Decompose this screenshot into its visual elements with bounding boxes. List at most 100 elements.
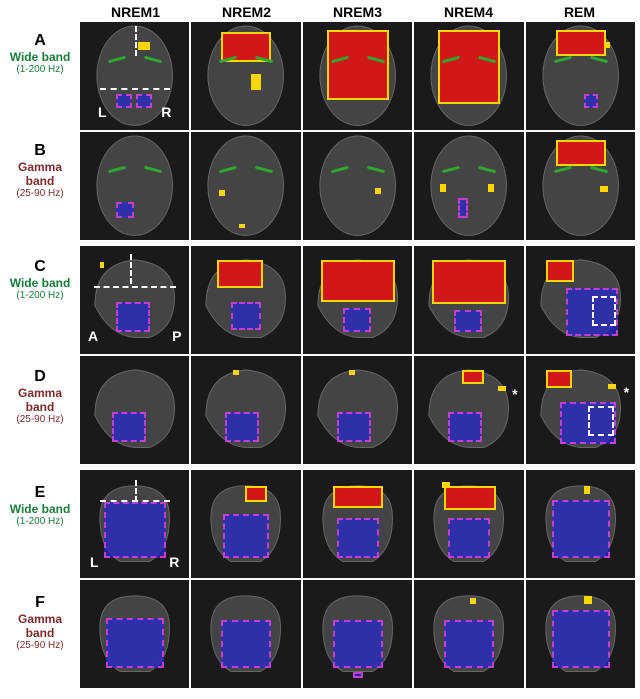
row-letter: D [2, 368, 78, 386]
activation-overlay [556, 140, 606, 166]
cell-A-nrem4 [414, 22, 523, 130]
col-header-nrem2: NREM2 [191, 4, 302, 20]
orientation-A: A [88, 328, 98, 344]
activation-overlay [470, 598, 476, 604]
cell-C-nrem2 [191, 246, 300, 354]
deactivation-overlay [353, 672, 363, 678]
col-header-rem: REM [524, 4, 635, 20]
cell-A-nrem3 [303, 22, 412, 130]
row-range: (25-90 Hz) [2, 188, 78, 199]
deactivation-overlay [584, 94, 598, 108]
deactivation-overlay [223, 514, 269, 558]
orientation-R: R [161, 104, 171, 120]
activation-overlay [584, 596, 592, 604]
deactivation-overlay [454, 310, 482, 332]
row-range: (1-200 Hz) [2, 290, 78, 301]
cell-E-nrem3 [303, 470, 412, 578]
activation-overlay [333, 486, 383, 508]
deactivation-overlay [337, 412, 371, 442]
brain-sagittal-icon [191, 356, 300, 463]
column-headers: NREM1 NREM2 NREM3 NREM4 REM [80, 4, 635, 20]
deactivation-overlay [343, 308, 371, 332]
activation-overlay [239, 224, 245, 228]
row-letter: F [2, 594, 78, 612]
row-label-F: F Gamma band (25-90 Hz) [2, 594, 78, 651]
deactivation-overlay [225, 412, 259, 442]
col-header-nrem4: NREM4 [413, 4, 524, 20]
row-range: (25-90 Hz) [2, 640, 78, 651]
crosshair [94, 286, 176, 288]
row-D: * * [80, 356, 635, 464]
cell-D-rem: * [526, 356, 635, 464]
cell-E-nrem4 [414, 470, 523, 578]
row-band: Wide band [2, 502, 78, 516]
row-letter: B [2, 142, 78, 160]
figure: NREM1 NREM2 NREM3 NREM4 REM A Wide band … [0, 0, 640, 699]
row-band: Gamma band [2, 612, 78, 640]
brain-sagittal-icon [80, 356, 189, 463]
activation-overlay [321, 260, 395, 302]
deactivation-overlay [444, 620, 494, 668]
deactivation-overlay [231, 302, 261, 330]
col-header-nrem3: NREM3 [302, 4, 413, 20]
activation-overlay [442, 482, 450, 488]
row-A: L R [80, 22, 635, 130]
crosshair [135, 26, 137, 56]
activation-overlay [608, 384, 616, 389]
deactivation-overlay [116, 302, 150, 332]
row-label-A: A Wide band (1-200 Hz) [2, 32, 78, 75]
deactivation-overlay [552, 610, 610, 668]
cell-B-nrem3 [303, 132, 412, 240]
row-B [80, 132, 635, 240]
row-letter: C [2, 258, 78, 276]
cell-D-nrem1 [80, 356, 189, 464]
cell-D-nrem4: * [414, 356, 523, 464]
activation-overlay [251, 74, 261, 90]
activation-overlay [498, 386, 506, 391]
deactivation-overlay [221, 620, 271, 668]
row-label-E: E Wide band (1-200 Hz) [2, 484, 78, 527]
cell-D-nrem3 [303, 356, 412, 464]
row-E: L R [80, 470, 635, 578]
cell-C-nrem1: A P [80, 246, 189, 354]
deactivation-overlay [116, 94, 132, 108]
deactivation-overlay [116, 202, 134, 218]
row-band: Wide band [2, 50, 78, 64]
activation-overlay [100, 262, 104, 268]
cell-B-rem [526, 132, 635, 240]
brain-sagittal-icon [303, 356, 412, 463]
deactivation-overlay [448, 518, 490, 558]
roi-outline [592, 296, 616, 326]
cell-B-nrem1 [80, 132, 189, 240]
row-C: A P [80, 246, 635, 354]
cell-C-nrem4 [414, 246, 523, 354]
activation-overlay [245, 486, 267, 502]
deactivation-overlay [112, 412, 146, 442]
activation-overlay [138, 42, 150, 50]
deactivation-overlay [106, 618, 164, 668]
activation-overlay [444, 486, 496, 510]
brain-axial-icon [191, 132, 300, 239]
cell-D-nrem2 [191, 356, 300, 464]
activation-overlay [556, 30, 606, 56]
activation-overlay [327, 30, 389, 100]
deactivation-overlay [448, 412, 482, 442]
crosshair [100, 500, 170, 502]
crosshair [130, 254, 132, 284]
cell-A-nrem1: L R [80, 22, 189, 130]
row-label-B: B Gamma band (25-90 Hz) [2, 142, 78, 199]
deactivation-overlay [458, 198, 468, 218]
cell-F-rem [526, 580, 635, 688]
cell-F-nrem4 [414, 580, 523, 688]
orientation-L: L [90, 554, 99, 570]
cell-E-nrem1: L R [80, 470, 189, 578]
cell-F-nrem2 [191, 580, 300, 688]
cell-C-nrem3 [303, 246, 412, 354]
activation-overlay [349, 370, 355, 375]
cell-B-nrem4 [414, 132, 523, 240]
row-range: (1-200 Hz) [2, 516, 78, 527]
asterisk-marker: * [512, 386, 517, 402]
deactivation-overlay [104, 502, 166, 558]
activation-overlay [375, 188, 381, 194]
activation-overlay [600, 186, 608, 192]
